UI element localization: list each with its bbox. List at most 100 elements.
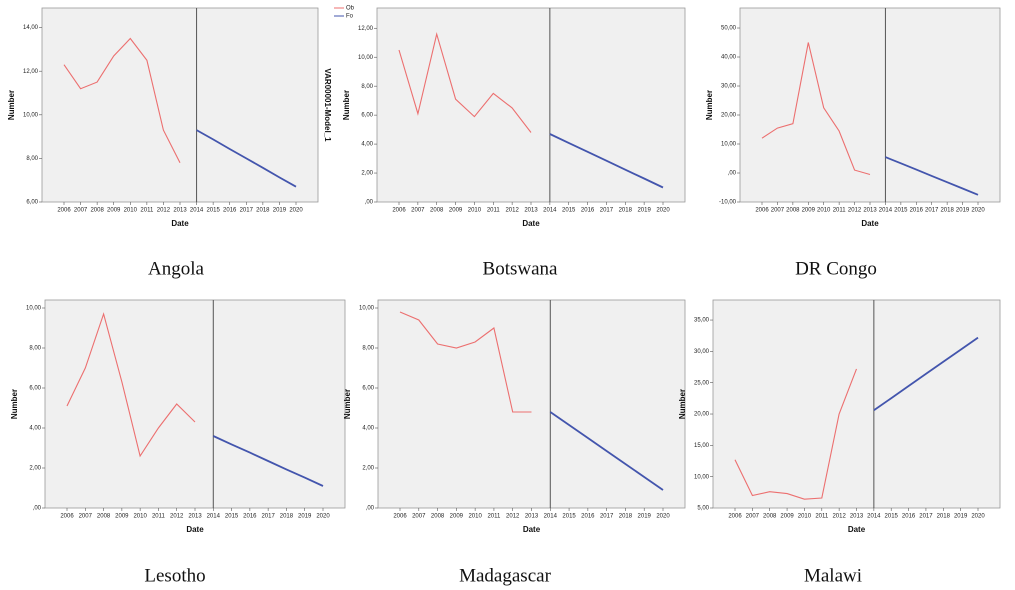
x-tick-label: 2015	[206, 208, 220, 214]
chart-caption: DR Congo	[795, 258, 877, 279]
series-line	[549, 133, 664, 189]
x-tick-label: 2019	[954, 514, 968, 520]
series-line	[399, 311, 532, 413]
x-tick-label: 2018	[619, 208, 633, 214]
x-tick-label: 2014	[190, 208, 204, 214]
x-tick-label: 2007	[746, 514, 760, 520]
x-tick-label: 2017	[600, 208, 614, 214]
x-tick-label: 2010	[124, 208, 138, 214]
y-axis-label: Number	[705, 90, 714, 120]
x-tick-label: 2007	[412, 514, 426, 520]
x-tick-label: 2009	[449, 208, 463, 214]
plot-area	[377, 299, 686, 509]
y-tick-label: 10,00	[694, 474, 710, 480]
x-tick-label: 2012	[832, 514, 846, 520]
y-tick-label: 4,00	[29, 426, 41, 432]
x-tick-label: 2018	[256, 208, 270, 214]
x-tick-label: 2013	[525, 514, 539, 520]
x-tick-label: 2019	[637, 208, 651, 214]
y-tick-label: 6,00	[361, 113, 373, 119]
y-axis-label: Number	[343, 389, 352, 419]
y-tick-label: 15,00	[694, 443, 710, 449]
x-tick-label: 2008	[431, 514, 445, 520]
x-tick-label: 2018	[619, 514, 633, 520]
y-tick-label: 8,00	[26, 156, 38, 162]
x-tick-label: 2006	[755, 208, 769, 214]
y-tick-label: 8,00	[362, 346, 374, 352]
chart-caption: Lesotho	[144, 565, 205, 586]
x-tick-label: 2013	[173, 208, 187, 214]
x-tick-label: 2010	[798, 514, 812, 520]
x-tick-label: 2020	[971, 514, 985, 520]
x-tick-label: 2015	[562, 208, 576, 214]
y-tick-label: 50,00	[721, 26, 737, 32]
chart-caption: Botswana	[483, 258, 559, 279]
y-tick-label: 10,00	[26, 306, 42, 312]
x-tick-label: 2010	[817, 208, 831, 214]
x-tick-label: 2009	[450, 514, 464, 520]
x-tick-label: 2013	[863, 208, 877, 214]
x-tick-label: 2011	[487, 208, 501, 214]
y-axis-label: Number	[342, 90, 351, 120]
y-tick-label: ,00	[365, 200, 374, 206]
plot-area	[739, 7, 1001, 203]
x-tick-label: 2011	[487, 514, 501, 520]
x-tick-label: 2017	[600, 514, 614, 520]
y-tick-label: ,00	[33, 506, 42, 512]
x-tick-label: 2006	[393, 514, 407, 520]
x-tick-label: 2011	[833, 208, 847, 214]
plot-area	[44, 299, 346, 509]
y-axis-label: Number	[10, 389, 19, 419]
y-tick-label: 6,00	[362, 386, 374, 392]
x-tick-label: 2009	[107, 208, 121, 214]
y-tick-label: 30,00	[721, 84, 737, 90]
y-tick-label: 20,00	[721, 113, 737, 119]
x-tick-label: 2016	[581, 514, 595, 520]
x-tick-label: 2007	[74, 208, 88, 214]
x-axis-label: Date	[522, 219, 540, 228]
x-tick-label: 2012	[157, 208, 171, 214]
x-tick-label: 2006	[60, 514, 74, 520]
x-tick-label: 2017	[261, 514, 275, 520]
plot-area	[41, 7, 319, 203]
x-tick-label: 2020	[971, 208, 985, 214]
x-tick-label: 2014	[543, 208, 557, 214]
x-tick-label: 2008	[763, 514, 777, 520]
x-axis-label: Date	[523, 525, 541, 534]
series-line	[212, 435, 324, 487]
x-tick-label: 2010	[133, 514, 147, 520]
x-tick-label: 2012	[505, 208, 519, 214]
series-line	[734, 368, 858, 500]
x-axis-label: Date	[186, 525, 204, 534]
plot-area	[712, 299, 1001, 509]
y-tick-label: 10,00	[358, 55, 374, 61]
x-tick-label: 2006	[392, 208, 406, 214]
x-tick-label: 2015	[562, 514, 576, 520]
y-tick-label: 4,00	[361, 142, 373, 148]
y-tick-label: 6,00	[29, 386, 41, 392]
x-tick-label: 2018	[280, 514, 294, 520]
legend-label: Fo	[346, 14, 354, 20]
x-tick-label: 2016	[581, 208, 595, 214]
x-tick-label: 2020	[289, 208, 303, 214]
series-line	[398, 31, 532, 133]
x-tick-label: 2020	[656, 514, 670, 520]
y-tick-label: 8,00	[361, 84, 373, 90]
series-line	[885, 156, 979, 196]
series-line	[63, 37, 181, 164]
y-tick-label: 40,00	[721, 55, 737, 61]
y-tick-label: 2,00	[29, 466, 41, 472]
x-tick-label: 2019	[298, 514, 312, 520]
y-tick-label: 35,00	[694, 318, 710, 324]
x-tick-label: 2009	[780, 514, 794, 520]
x-tick-label: 2011	[152, 514, 166, 520]
y-tick-label: 12,00	[23, 69, 39, 75]
plot-area	[376, 7, 686, 203]
x-axis-label: Date	[848, 525, 866, 534]
x-tick-label: 2017	[919, 514, 933, 520]
x-tick-label: 2007	[79, 514, 93, 520]
x-tick-label: 2015	[225, 514, 239, 520]
series-line	[761, 42, 871, 176]
x-tick-label: 2010	[468, 208, 482, 214]
x-tick-label: 2007	[771, 208, 785, 214]
